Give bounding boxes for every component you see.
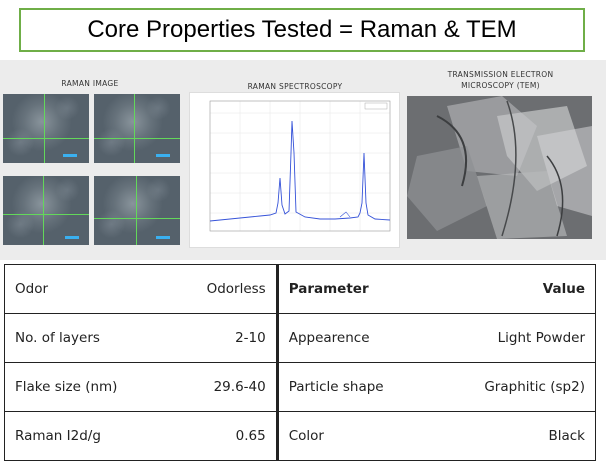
raman-micrograph-2 xyxy=(94,94,180,163)
right-key-cell: Color xyxy=(275,411,434,461)
right-value-cell: Black xyxy=(433,411,597,461)
page-title: Core Properties Tested = Raman & TEM xyxy=(19,8,585,52)
raman-image-caption: RAMAN IMAGE xyxy=(61,79,119,88)
right-value-cell: Light Powder xyxy=(433,313,597,363)
properties-table: Odor Odorless Parameter Value No. of lay… xyxy=(4,264,597,461)
left-value-cell: Odorless xyxy=(169,264,278,314)
left-key-cell: Raman I2d/g xyxy=(4,411,170,461)
tem-micrograph xyxy=(407,96,592,239)
table-row: Odor Odorless Parameter Value xyxy=(4,264,597,314)
left-value-cell: 2-10 xyxy=(169,313,278,363)
tem-caption-line1: TRANSMISSION ELECTRON xyxy=(447,70,554,79)
value-header: Value xyxy=(433,264,597,314)
right-value-cell: Graphitic (sp2) xyxy=(433,362,597,412)
tem-caption-line2: MICROSCOPY (TEM) xyxy=(461,81,540,90)
left-key-cell: No. of layers xyxy=(4,313,170,363)
left-value-cell: 0.65 xyxy=(169,411,278,461)
table-row: Flake size (nm) 29.6-40 Particle shape G… xyxy=(4,362,597,412)
right-key-cell: Appearence xyxy=(275,313,434,363)
table-row: No. of layers 2-10 Appearence Light Powd… xyxy=(4,313,597,363)
page-title-text: Core Properties Tested = Raman & TEM xyxy=(87,16,517,43)
table-row: Raman I2d/g 0.65 Color Black xyxy=(4,411,597,461)
raman-spectrum-plot xyxy=(209,100,391,232)
spectrum-line xyxy=(209,120,391,222)
spectrum-legend xyxy=(364,102,388,110)
raman-micrograph-3 xyxy=(3,176,89,245)
parameter-header: Parameter xyxy=(275,264,434,314)
left-key-cell: Flake size (nm) xyxy=(4,362,170,412)
right-key-cell: Particle shape xyxy=(275,362,434,412)
left-value-cell: 29.6-40 xyxy=(169,362,278,412)
left-key-cell: Odor xyxy=(4,264,170,314)
raman-spectrum-figure xyxy=(189,92,400,248)
raman-micrograph-1 xyxy=(3,94,89,163)
raman-micrograph-4 xyxy=(94,176,180,245)
raman-spectroscopy-caption: RAMAN SPECTROSCOPY xyxy=(247,82,343,91)
